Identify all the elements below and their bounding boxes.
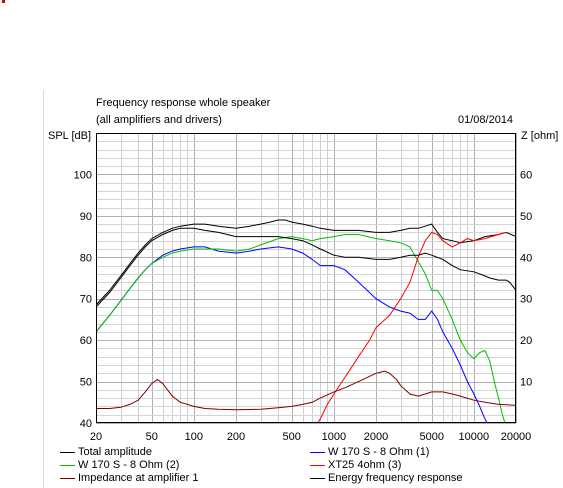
legend-label: Energy frequency response bbox=[328, 472, 463, 484]
y-tick-label: 80 bbox=[80, 252, 92, 264]
chart-subtitle: (all amplifiers and drivers) bbox=[96, 114, 222, 126]
axes: 20 50 100 200 500 1000 2000 5000 10000 20000 40 50 6… bbox=[74, 133, 532, 443]
legend-swatch bbox=[310, 452, 325, 453]
y2-tick-label: 30 bbox=[520, 294, 532, 306]
x-tick-label: 10000 bbox=[459, 431, 490, 443]
y2-tick-label: 20 bbox=[520, 335, 532, 347]
series-line-2 bbox=[96, 246, 488, 423]
x-tick-label: 5000 bbox=[419, 431, 443, 443]
x-tick-label: 20000 bbox=[501, 431, 532, 443]
grid bbox=[96, 133, 517, 424]
series-line-4 bbox=[317, 231, 507, 423]
legend-label: Total amplitude bbox=[78, 446, 152, 458]
y2-tick-label: 50 bbox=[520, 211, 532, 223]
legend-swatch bbox=[60, 452, 75, 453]
y-tick-label: 60 bbox=[80, 335, 92, 347]
y-axis-label: SPL [dB] bbox=[48, 130, 92, 142]
y2-axis-label: Z [ohm] bbox=[521, 130, 559, 142]
plot-frame bbox=[96, 133, 516, 423]
y2-tick-label: 40 bbox=[520, 252, 532, 264]
legend-label: Impedance at amplifier 1 bbox=[78, 472, 199, 484]
x-tick-label: 200 bbox=[227, 431, 245, 443]
legend-label: XT25 4ohm (3) bbox=[328, 459, 402, 471]
legend-swatch bbox=[310, 478, 325, 479]
legend-label: W 170 S - 8 Ohm (1) bbox=[328, 446, 430, 458]
y2-tick-label: 60 bbox=[520, 169, 532, 181]
x-tick-label: 20 bbox=[90, 431, 102, 443]
x-tick-label: 50 bbox=[146, 431, 158, 443]
series-line-1 bbox=[96, 219, 516, 306]
legend-swatch bbox=[60, 478, 75, 479]
chart-date: 01/08/2014 bbox=[458, 114, 514, 126]
x-tick-label: 100 bbox=[185, 431, 203, 443]
series-line-5 bbox=[96, 370, 516, 411]
series-line-6 bbox=[96, 227, 516, 308]
y-tick-label: 100 bbox=[74, 169, 92, 181]
y-tick-label: 70 bbox=[80, 294, 92, 306]
y-tick-label: 90 bbox=[80, 211, 92, 223]
legend-label: W 170 S - 8 Ohm (2) bbox=[78, 459, 180, 471]
curves bbox=[96, 219, 516, 423]
plot-area bbox=[96, 133, 516, 423]
legend-swatch bbox=[60, 465, 75, 466]
series-line-3 bbox=[96, 234, 506, 423]
chart-title: Frequency response whole speaker bbox=[96, 97, 271, 109]
y-tick-label: 40 bbox=[80, 418, 92, 430]
x-tick-label: 2000 bbox=[364, 431, 388, 443]
panel-divider bbox=[43, 90, 44, 488]
legend-swatch bbox=[310, 465, 325, 466]
x-tick-label: 500 bbox=[283, 431, 301, 443]
corner-mark bbox=[2, 0, 5, 3]
y2-tick-label: 10 bbox=[520, 377, 532, 389]
x-tick-label: 1000 bbox=[322, 431, 346, 443]
y-tick-label: 50 bbox=[80, 377, 92, 389]
